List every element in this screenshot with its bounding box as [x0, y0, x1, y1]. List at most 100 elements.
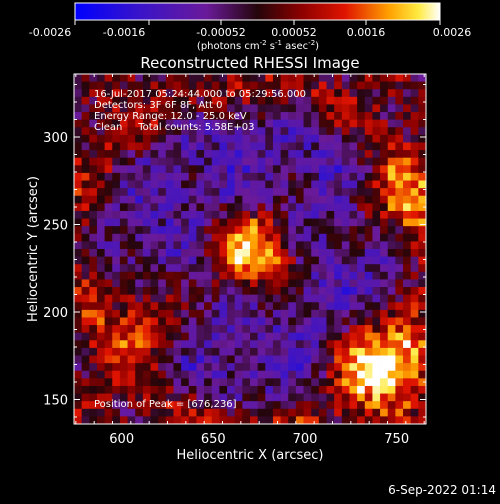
heatmap-cell: [81, 401, 90, 410]
heatmap-cell: [242, 150, 251, 159]
heatmap-cell: [410, 325, 419, 334]
heatmap-cell: [303, 165, 312, 174]
heatmap-cell: [295, 317, 304, 326]
heatmap-cell: [395, 96, 404, 105]
heatmap-cell: [387, 188, 396, 197]
heatmap-cell: [112, 340, 121, 349]
heatmap-cell: [250, 165, 258, 174]
heatmap-cell: [89, 355, 98, 364]
heatmap-cell: [372, 157, 381, 166]
heatmap-cell: [349, 309, 358, 318]
heatmap-cell: [311, 332, 320, 341]
heatmap-cell: [380, 218, 389, 227]
heatmap-cell: [119, 256, 128, 265]
heatmap-cell: [81, 385, 90, 394]
heatmap-cell: [403, 347, 412, 356]
heatmap-cell: [165, 150, 174, 159]
heatmap-cell: [188, 256, 197, 265]
heatmap-cell: [150, 203, 159, 212]
heatmap-cell: [280, 157, 289, 166]
heatmap-cell: [349, 241, 358, 250]
heatmap-cell: [303, 127, 312, 136]
heatmap-cell: [295, 165, 304, 174]
heatmap-cell: [135, 256, 144, 265]
heatmap-cell: [219, 256, 228, 265]
heatmap-cell: [211, 180, 220, 189]
heatmap-cell: [196, 279, 205, 288]
heatmap-cell: [272, 89, 281, 98]
heatmap-cell: [403, 127, 412, 136]
heatmap-cell: [204, 309, 213, 318]
heatmap-cell: [288, 195, 297, 204]
heatmap-cell: [165, 127, 174, 136]
heatmap-cell: [150, 210, 159, 219]
heatmap-cell: [341, 332, 350, 341]
heatmap-cell: [334, 81, 343, 90]
heatmap-cell: [272, 317, 281, 326]
heatmap-cell: [196, 104, 205, 113]
heatmap-cell: [265, 89, 274, 98]
heatmap-cell: [349, 347, 358, 356]
heatmap-cell: [211, 96, 220, 105]
heatmap-cell: [403, 96, 412, 105]
heatmap-cell: [410, 180, 419, 189]
heatmap-cell: [303, 188, 312, 197]
heatmap-cell: [112, 370, 121, 379]
heatmap-cell: [410, 150, 419, 159]
heatmap-cell: [349, 127, 358, 136]
heatmap-cell: [272, 294, 281, 303]
heatmap-cell: [181, 355, 190, 364]
heatmap-cell: [173, 370, 182, 379]
heatmap-cell: [403, 340, 412, 349]
heatmap-cell: [341, 378, 350, 387]
heatmap-cell: [403, 294, 412, 303]
heatmap-cell: [410, 112, 419, 120]
heatmap-cell: [89, 157, 98, 166]
heatmap-cell: [74, 340, 82, 349]
heatmap-cell: [127, 89, 136, 98]
heatmap-cell: [81, 165, 90, 174]
heatmap-cell: [410, 287, 419, 295]
heatmap-cell: [250, 287, 258, 295]
heatmap-cell: [403, 142, 412, 151]
heatmap-cell: [295, 96, 304, 105]
heatmap-cell: [295, 401, 304, 410]
heatmap-cell: [89, 127, 98, 136]
heatmap-cell: [357, 165, 366, 174]
heatmap-cell: [303, 309, 312, 318]
heatmap-cell: [410, 332, 419, 341]
heatmap-cell: [372, 317, 381, 326]
heatmap-cell: [181, 294, 190, 303]
heatmap-cell: [380, 165, 389, 174]
heatmap-cell: [104, 264, 113, 273]
heatmap-cell: [272, 347, 281, 356]
heatmap-cell: [89, 370, 98, 379]
heatmap-cell: [311, 134, 320, 143]
heatmap-cell: [188, 363, 197, 372]
heatmap-cell: [410, 249, 419, 257]
heatmap-cell: [104, 89, 113, 98]
heatmap-cell: [357, 150, 366, 159]
heatmap-cell: [127, 264, 136, 273]
heatmap-cell: [196, 416, 205, 425]
heatmap-cell: [288, 203, 297, 212]
heatmap-cell: [165, 81, 174, 90]
heatmap-cell: [357, 157, 366, 166]
heatmap-cell: [364, 256, 373, 265]
heatmap-cell: [89, 74, 98, 82]
heatmap-cell: [326, 203, 335, 212]
heatmap-cell: [288, 81, 297, 90]
heatmap-cell: [280, 416, 289, 425]
heatmap-cell: [204, 210, 213, 219]
heatmap-cell: [234, 279, 243, 288]
heatmap-cell: [104, 226, 113, 235]
heatmap-cell: [380, 340, 389, 349]
heatmap-cell: [196, 195, 205, 204]
heatmap-cell: [410, 226, 419, 235]
heatmap-cell: [395, 226, 404, 235]
heatmap-cell: [349, 363, 358, 372]
heatmap-cell: [142, 104, 151, 113]
heatmap-cell: [89, 401, 98, 410]
heatmap-cell: [96, 104, 105, 113]
